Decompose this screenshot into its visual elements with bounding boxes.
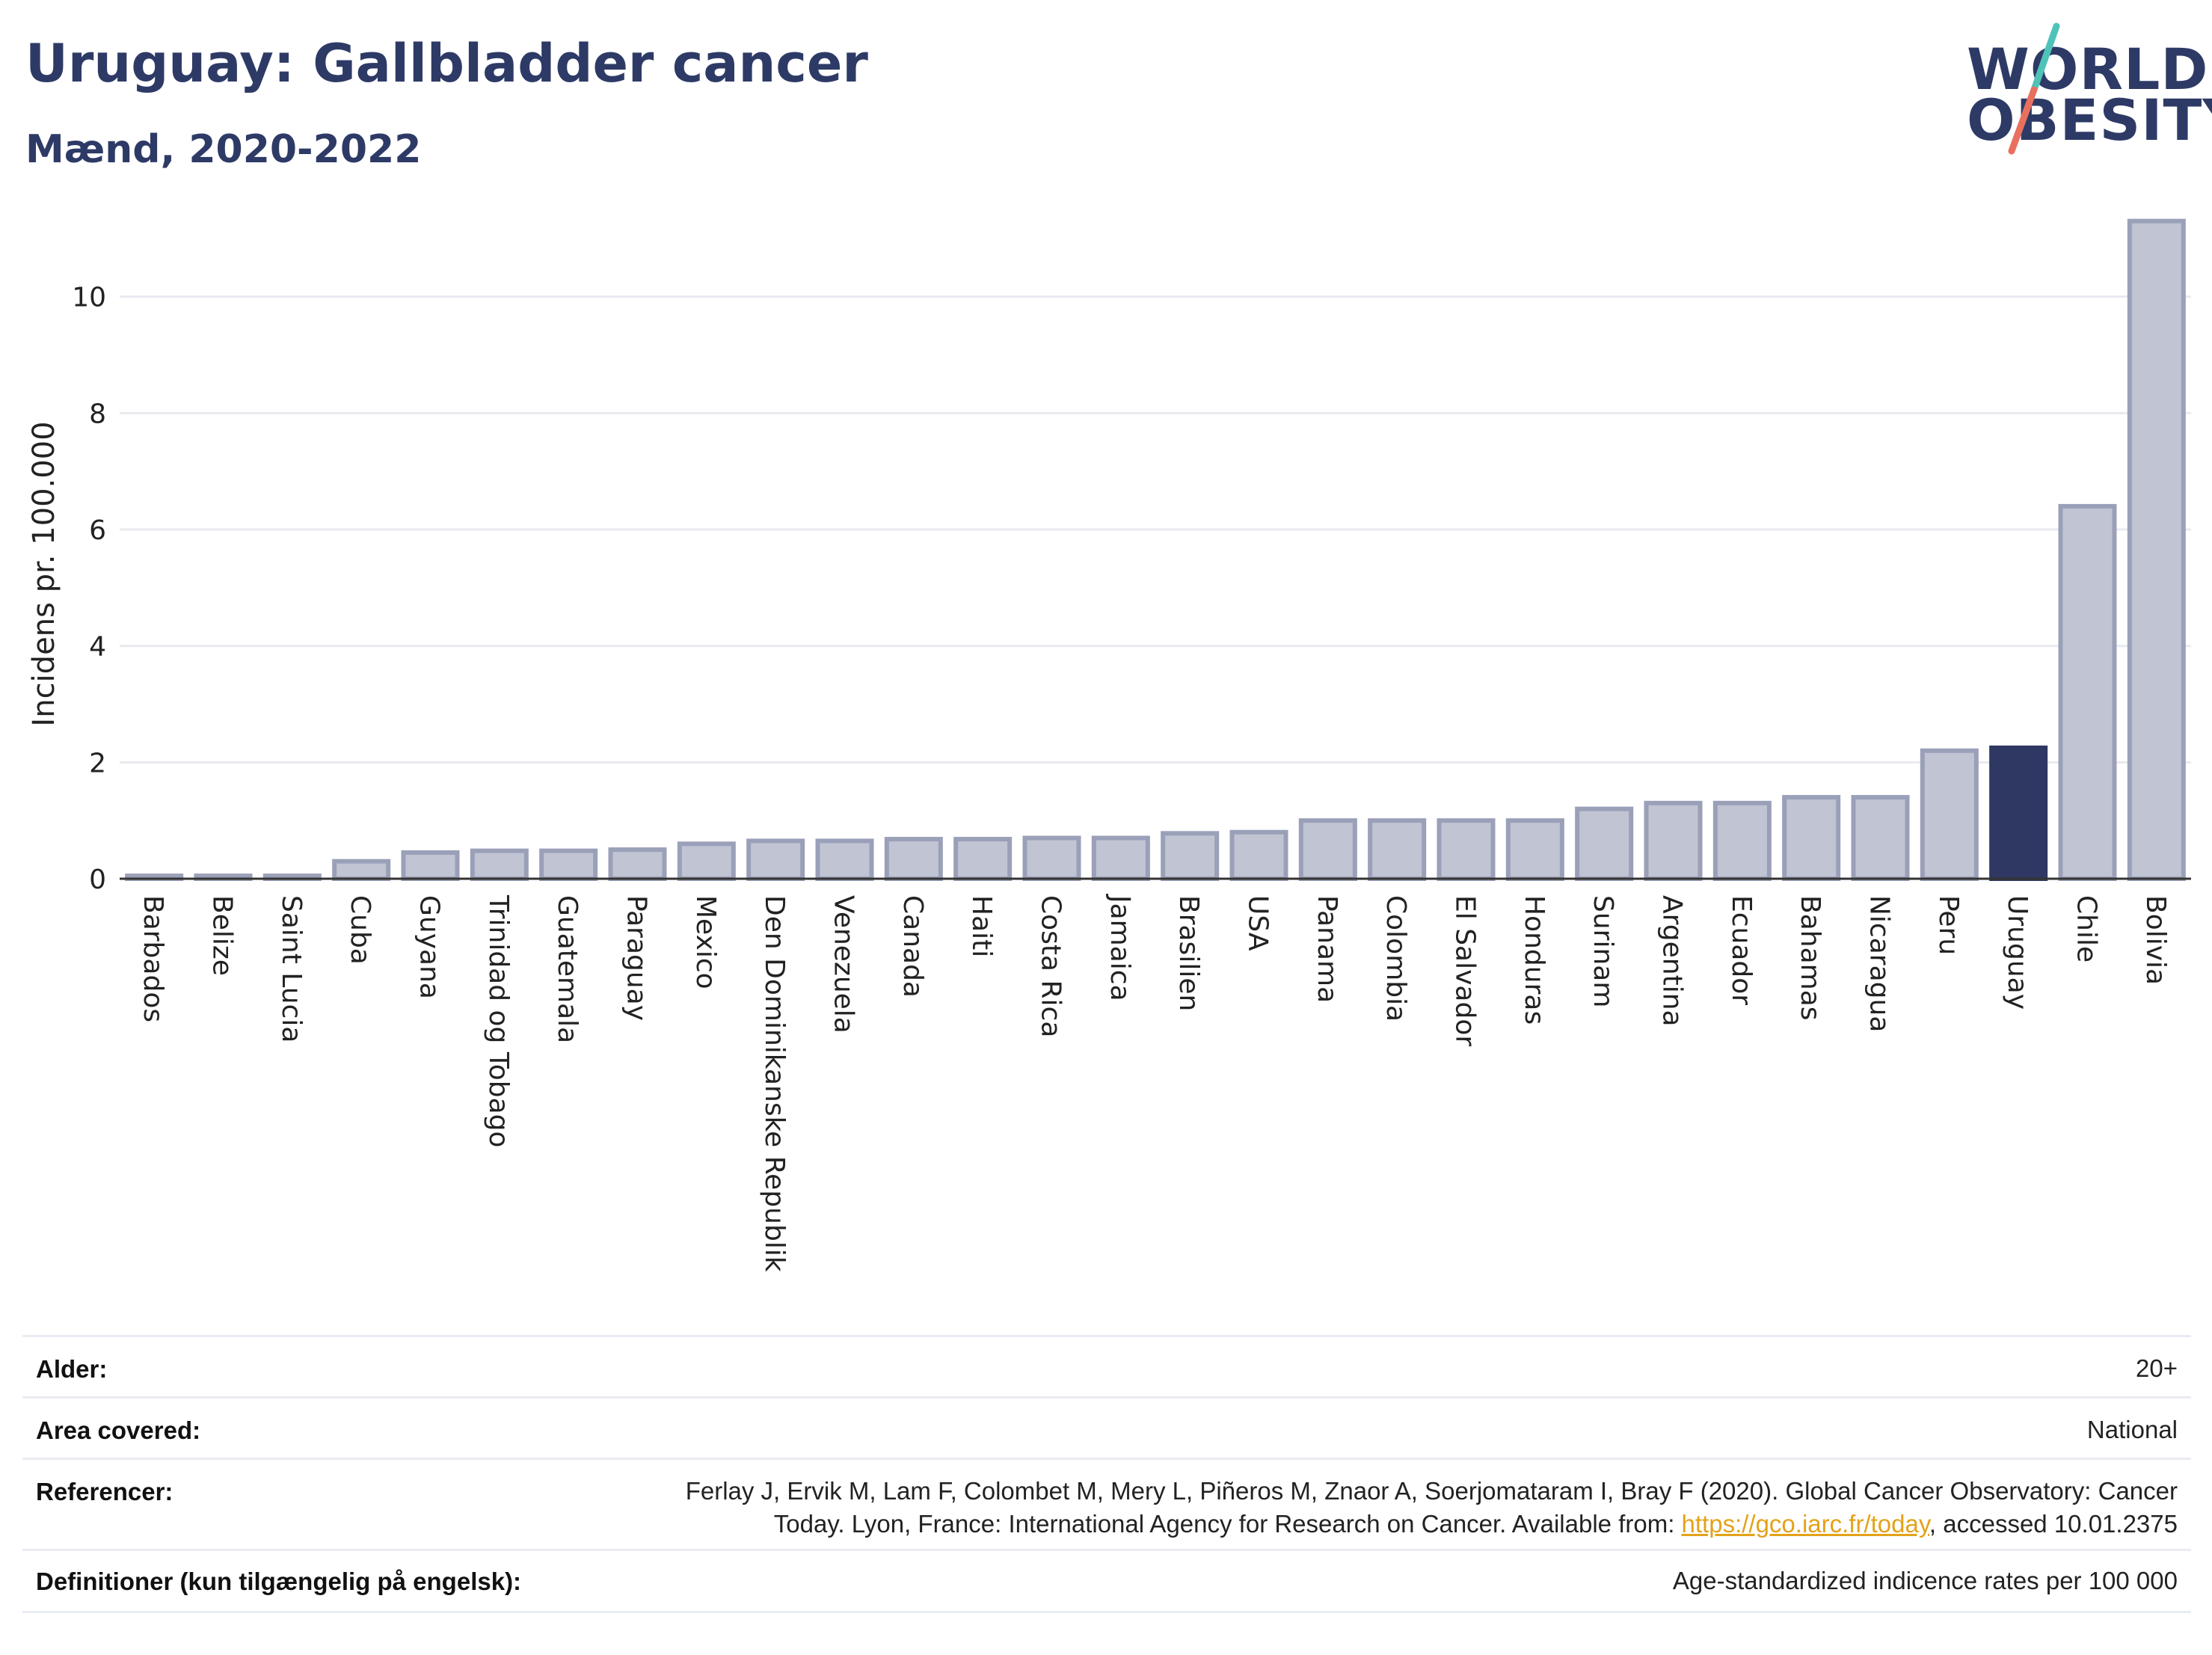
- bar: [1920, 748, 1979, 881]
- x-tick-label: Ecuador: [1726, 895, 1757, 1005]
- x-tick-label: USA: [1243, 895, 1274, 951]
- x-tick-label: Uruguay: [2002, 895, 2033, 1010]
- y-tick-label: 4: [89, 632, 106, 663]
- logo-line-2: OBESITY: [1967, 87, 2212, 153]
- x-tick-label: Saint Lucia: [276, 895, 307, 1043]
- x-tick-label: Bolivia: [2140, 895, 2171, 985]
- bar: [1161, 831, 1220, 882]
- bar: [2127, 218, 2186, 881]
- page-title: Uruguay: Gallbladder cancer: [25, 33, 868, 94]
- bar: [1022, 835, 1081, 881]
- x-tick-label: Barbados: [138, 895, 168, 1022]
- meta-age-label: Alder:: [36, 1355, 108, 1383]
- x-tick-label: El Salvador: [1450, 895, 1481, 1046]
- meta-area-value: National: [2086, 1416, 2178, 1443]
- x-tick-label: Jamaica: [1105, 894, 1135, 1001]
- x-tick-label: Belize: [207, 895, 238, 976]
- meta-row-definitions: Definitioner (kun tilgængelig på engelsk…: [22, 1549, 2191, 1613]
- meta-ref-line-1: Ferlay J, Ervik M, Lam F, Colombet M, Me…: [685, 1477, 2178, 1505]
- bar-highlight: [1989, 745, 2048, 881]
- x-tick-label: Honduras: [1519, 895, 1549, 1025]
- bar: [1298, 818, 1357, 882]
- x-tick-label: Peru: [1933, 895, 1964, 955]
- bar: [1368, 818, 1427, 882]
- meta-row-references: Referencer: Ferlay J, Ervik M, Lam F, Co…: [22, 1458, 2191, 1551]
- bar: [815, 838, 874, 882]
- bar: [332, 859, 391, 882]
- y-tick-label: 2: [89, 748, 106, 779]
- bar: [539, 848, 598, 881]
- bar: [884, 837, 943, 881]
- x-tick-label: Argentina: [1657, 895, 1688, 1027]
- bar: [1851, 795, 1910, 881]
- x-tick-label: Mexico: [690, 895, 721, 989]
- bar: [1712, 800, 1772, 881]
- bar: [1091, 835, 1150, 881]
- x-tick-label: Costa Rica: [1036, 895, 1066, 1037]
- meta-age-value: 20+: [2136, 1354, 2178, 1382]
- bar: [401, 850, 460, 882]
- meta-def-label: Definitioner (kun tilgængelig på engelsk…: [36, 1568, 522, 1595]
- x-tick-label: Colombia: [1380, 895, 1411, 1022]
- x-tick-label: Paraguay: [621, 895, 652, 1021]
- x-tick-label: Canada: [897, 895, 928, 998]
- bar: [1782, 795, 1841, 881]
- y-tick-label: 8: [89, 399, 106, 429]
- bar: [1437, 818, 1496, 882]
- x-tick-label: Haiti: [966, 895, 997, 957]
- x-tick-label: Bahamas: [1795, 895, 1825, 1021]
- logo-line-1: WORLD: [1967, 36, 2209, 102]
- y-axis-title: Incidens pr. 100.000: [27, 421, 61, 726]
- x-tick-label: Brasilien: [1173, 895, 1204, 1011]
- bar: [608, 847, 667, 881]
- bar: [1229, 829, 1288, 882]
- bar: [746, 838, 805, 882]
- bar: [470, 848, 529, 881]
- meta-area-label: Area covered:: [36, 1416, 201, 1444]
- reference-link[interactable]: https://gco.iarc.fr/today: [1681, 1510, 1929, 1538]
- y-tick-label: 6: [89, 515, 106, 546]
- y-tick-label: 0: [89, 865, 106, 895]
- y-tick-label: 10: [72, 283, 106, 313]
- x-tick-label: Den Dominikanske Republik: [759, 895, 790, 1272]
- bar: [1644, 800, 1703, 881]
- meta-def-value: Age-standardized indicence rates per 100…: [1672, 1567, 2178, 1594]
- x-tick-label: Panama: [1312, 895, 1342, 1003]
- meta-ref-line-2-post: , accessed 10.01.2375: [1929, 1510, 2178, 1538]
- x-tick-label: Chile: [2071, 895, 2102, 962]
- meta-row-age: Alder: 20+: [22, 1335, 2191, 1398]
- logo-slash-icon: [2008, 22, 2060, 155]
- bar: [1505, 818, 1564, 882]
- x-tick-label: Nicaragua: [1864, 895, 1895, 1032]
- meta-ref-line-2-pre: Today. Lyon, France: International Agenc…: [773, 1510, 1682, 1538]
- world-obesity-logo: WORLD OBESITY: [1944, 22, 2212, 157]
- x-tick-label: Trinidad og Tobago: [483, 894, 514, 1148]
- meta-ref-label: Referencer:: [36, 1478, 173, 1505]
- x-tick-label: Cuba: [345, 895, 375, 965]
- x-tick-label: Venezuela: [829, 895, 859, 1034]
- x-tick-label: Guyana: [414, 895, 445, 999]
- bar: [2058, 503, 2117, 881]
- meta-ref-value: Ferlay J, Ervik M, Lam F, Colombet M, Me…: [686, 1475, 2178, 1541]
- bar: [953, 837, 1013, 881]
- bar-chart: 0 2 4 6 8 10 Incidens pr. 100.000 Barbados Beliz…: [27, 218, 2191, 1272]
- bar: [1575, 806, 1634, 881]
- x-tick-label: Guatemala: [552, 895, 583, 1043]
- x-tick-label: Surinam: [1588, 895, 1618, 1007]
- meta-ref-line-2: Today. Lyon, France: International Agenc…: [686, 1508, 2178, 1541]
- page-subtitle: Mænd, 2020-2022: [25, 127, 422, 172]
- meta-row-area: Area covered: National: [22, 1396, 2191, 1460]
- bar: [677, 841, 736, 881]
